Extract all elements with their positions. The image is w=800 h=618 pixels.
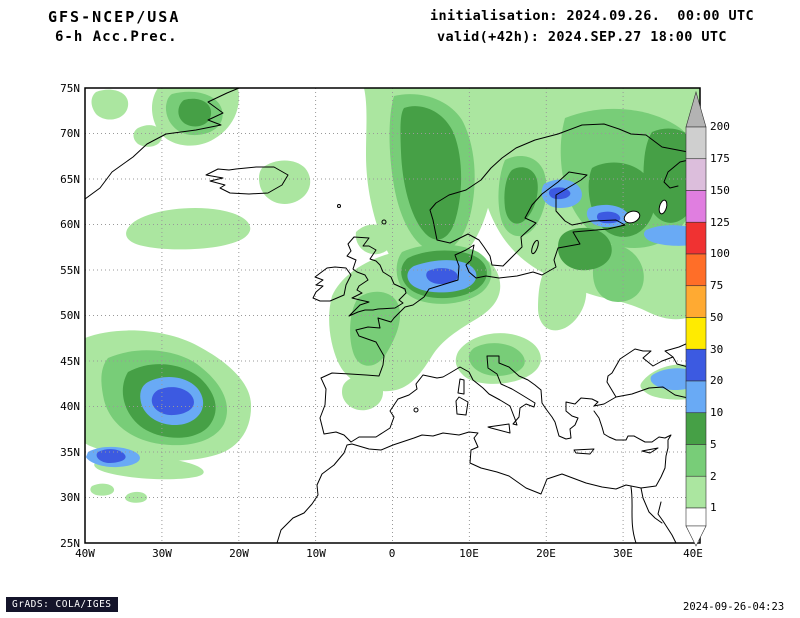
colorbar-segment xyxy=(685,158,707,191)
colorbar-tick-label: 200 xyxy=(710,120,730,133)
coastline-islands xyxy=(455,378,659,455)
colorbar-tick-label: 125 xyxy=(710,216,730,229)
colorbar-tick-label: 30 xyxy=(710,343,723,356)
coastline-sinai-red-sea xyxy=(630,486,677,543)
island-faroe xyxy=(337,204,341,208)
model-title: GFS-NCEP/USA xyxy=(48,8,181,26)
lat-tick-label: 35N xyxy=(60,446,80,459)
colorbar-tick-label: 1 xyxy=(710,501,717,514)
colorbar-segment xyxy=(685,507,707,527)
grid-layer xyxy=(85,88,700,543)
colorbar: 200 175 150 125 100 75 50 30 20 10 5 2 1 xyxy=(685,90,730,547)
island-shetland xyxy=(381,219,387,225)
colorbar-tick-label: 150 xyxy=(710,184,730,197)
precip-region-blue xyxy=(426,268,458,284)
colorbar-tick-label: 2 xyxy=(710,470,717,483)
colorbar-segment xyxy=(685,348,707,382)
precip-region-light xyxy=(91,89,129,120)
island-gotland xyxy=(531,239,539,255)
precip-region-light xyxy=(355,224,393,255)
island-majorca xyxy=(413,407,419,413)
lat-tick-label: 60N xyxy=(60,218,80,231)
coastline-ireland xyxy=(312,266,352,302)
lon-tick-label: 40E xyxy=(683,547,703,560)
colorbar-tick-label: 75 xyxy=(710,279,723,292)
colorbar-segment xyxy=(685,285,707,318)
colorbar-segment xyxy=(685,190,707,223)
precip-region-dark xyxy=(558,227,612,271)
colorbar-segment xyxy=(685,126,707,160)
precip-region-dark xyxy=(178,98,212,127)
lat-tick-label: 65N xyxy=(60,173,80,186)
colorbar-tick-label: 100 xyxy=(710,247,730,260)
lat-tick-label: 75N xyxy=(60,82,80,95)
precip-region-light xyxy=(133,125,162,147)
coastline-britain xyxy=(346,236,407,317)
colorbar-tick-label: 50 xyxy=(710,311,723,324)
precip-region-light xyxy=(125,491,148,503)
coastline-north-africa-levant xyxy=(276,410,672,543)
lon-tick-label: 10W xyxy=(306,547,326,560)
colorbar-tick-label: 10 xyxy=(710,406,723,419)
lon-tick-label: 40W xyxy=(75,547,95,560)
grads-credit-badge: GrADS: COLA/IGES xyxy=(6,597,118,612)
colorbar-segment xyxy=(685,444,707,477)
valid-time-label: valid(+42h): 2024.SEP.27 18:00 UTC xyxy=(437,29,727,45)
precip-region-medium xyxy=(468,343,525,376)
coastline-white-sea xyxy=(663,157,698,189)
init-time-label: initialisation: 2024.09.26. 00:00 UTC xyxy=(430,8,755,24)
lon-axis: 40W 30W 20W 10W 0 10E 20E 30E 40E xyxy=(75,547,703,560)
coastline-greenland xyxy=(85,88,240,200)
lat-tick-label: 70N xyxy=(60,127,80,140)
precip-region-light xyxy=(90,483,115,496)
colorbar-tick-label: 175 xyxy=(710,152,730,165)
lon-tick-label: 0 xyxy=(389,547,396,560)
precip-region-blue xyxy=(96,449,126,463)
lat-axis: 75N 70N 65N 60N 55N 50N 45N 40N 35N 30N … xyxy=(60,82,80,550)
coastline-mainland-europe xyxy=(319,123,700,443)
precip-region-dark xyxy=(400,106,462,240)
lon-tick-label: 30E xyxy=(613,547,633,560)
colorbar-arrow-bottom xyxy=(685,525,707,547)
precip-layer xyxy=(85,88,700,503)
lon-tick-label: 20W xyxy=(229,547,249,560)
colorbar-segment xyxy=(685,412,707,445)
colorbar-segment xyxy=(685,380,707,414)
product-title: 6-h Acc.Prec. xyxy=(55,29,178,45)
colorbar-tick-label: 5 xyxy=(710,438,717,451)
colorbar-tick-label: 20 xyxy=(710,374,723,387)
colorbar-segment xyxy=(685,475,707,509)
colorbar-segment xyxy=(685,253,707,287)
lake-onega xyxy=(658,199,668,215)
lat-tick-label: 55N xyxy=(60,264,80,277)
coastline-mediterranean xyxy=(350,355,700,443)
colorbar-segment xyxy=(685,317,707,350)
precip-region-light xyxy=(126,208,251,250)
lon-tick-label: 10E xyxy=(459,547,479,560)
lon-tick-label: 30W xyxy=(152,547,172,560)
precip-region-light xyxy=(342,375,384,411)
lat-tick-label: 25N xyxy=(60,537,80,550)
lon-tick-label: 20E xyxy=(536,547,556,560)
coastline-iceland xyxy=(205,166,289,195)
precip-region-light xyxy=(258,160,311,205)
lake-ladoga xyxy=(623,210,641,224)
creation-timestamp: 2024-09-26-04:23 xyxy=(683,601,785,613)
lat-tick-label: 40N xyxy=(60,400,80,413)
lat-tick-label: 45N xyxy=(60,355,80,368)
precip-region-light xyxy=(538,266,587,331)
lat-tick-label: 30N xyxy=(60,491,80,504)
colorbar-segment xyxy=(685,221,707,255)
lat-tick-label: 50N xyxy=(60,309,80,322)
